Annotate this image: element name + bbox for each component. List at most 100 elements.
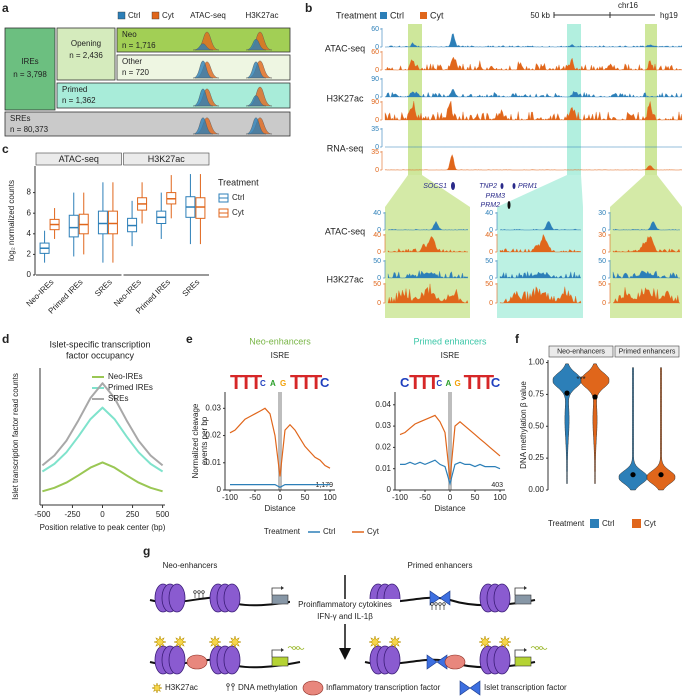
motif-logo: CTTTC A G TTTC (400, 372, 501, 394)
track-tick-label: 40 (485, 210, 493, 217)
y-tick-label: 0.75 (528, 390, 544, 399)
nucleosome (223, 583, 241, 613)
methylation-head (197, 590, 201, 594)
group-box (4, 111, 291, 137)
x-axis-label: Distance (264, 504, 296, 513)
track-tick-label: 0 (375, 144, 379, 151)
group-count: n = 1,362 (62, 96, 96, 105)
gene-box (271, 594, 289, 605)
legend-title: Treatment (336, 10, 377, 20)
logo-letter: T (250, 372, 262, 394)
logo-letter: C (260, 379, 266, 388)
gene-box (514, 594, 532, 605)
y-tick-label: 0.03 (205, 403, 221, 412)
track-label: ATAC-seq (325, 43, 365, 53)
y-tick-label: 8 (27, 188, 32, 197)
gene-glyph (451, 182, 455, 190)
track-tick-label: 0 (377, 300, 381, 307)
track-tick-label: 50 (598, 258, 606, 265)
legend-title: Treatment (264, 527, 301, 536)
group-count: n = 80,373 (10, 125, 49, 134)
track-tick-label: 0 (602, 300, 606, 307)
legend-label: H3K27ac (165, 683, 198, 692)
count-label: 1,179 (315, 482, 333, 489)
gene-label: TNP2 (479, 183, 497, 190)
track-tick-label: 60 (371, 49, 379, 56)
facet-strip (614, 345, 680, 358)
label-background (290, 599, 400, 624)
scale-label: 50 kb (530, 11, 550, 20)
group-box (4, 27, 56, 111)
track-tick-label: 0 (489, 249, 493, 256)
y-tick-label: 2 (27, 250, 32, 259)
y-tick-label: 6 (27, 208, 32, 217)
y-tick-label: 1.00 (528, 358, 544, 367)
facet-label: Neo-enhancers (557, 348, 605, 355)
gene-label: PRM1 (518, 183, 538, 190)
significance-label: *** (576, 375, 585, 384)
track-tick-label: 50 (373, 258, 381, 265)
chart-title: factor occupancy (66, 350, 135, 360)
islet-tf (429, 590, 451, 606)
methylation-head (438, 602, 442, 606)
series-line (229, 407, 331, 477)
track-tick-label: 50 (485, 281, 493, 288)
tss-arrow (514, 587, 525, 595)
y-tick-label: 0.50 (528, 421, 544, 430)
signal-track (384, 56, 683, 71)
track-tick-label: 0 (602, 227, 606, 234)
track-tick-label: 0 (489, 227, 493, 234)
diagram-title: Neo-enhancers (163, 561, 218, 570)
logo-letter: C (491, 375, 501, 390)
track-tick-label: 0 (489, 300, 493, 307)
logo-letter: T (427, 372, 439, 394)
series-line (41, 382, 164, 467)
legend-label: SREs (108, 394, 128, 403)
legend-label: Primed IREs (108, 383, 153, 392)
peak-shape (245, 61, 267, 79)
box (107, 210, 118, 235)
legend-label: Cyt (162, 11, 175, 20)
acetylation-star (388, 635, 402, 649)
acetylation-star (498, 635, 512, 649)
facet-label: H3K27ac (148, 154, 186, 164)
x-tick-label: -50 (249, 493, 261, 502)
logo-letter: A (445, 379, 451, 388)
track-tick-label: 0 (375, 67, 379, 74)
track-tick-label: 35 (371, 149, 379, 156)
series-line (42, 461, 163, 493)
nucleosome (493, 583, 511, 613)
peak-shape (192, 117, 214, 135)
signal-track (499, 233, 582, 253)
logo-letter: T (464, 372, 476, 394)
peak-shape (192, 60, 214, 79)
group-count: n = 3,798 (13, 70, 47, 79)
methylation-head (193, 590, 197, 594)
track-tick-label: 0 (375, 117, 379, 124)
inflammatory-tf (186, 654, 208, 670)
acetylation-star (151, 682, 163, 694)
y-tick-label: 0.02 (205, 431, 221, 440)
violin (618, 367, 648, 491)
legend-label: Cyt (430, 10, 444, 20)
panel-letter: g (143, 544, 150, 558)
tss-arrow (514, 649, 525, 657)
facet-label: ATAC-seq (59, 154, 99, 164)
logo-letter: G (280, 379, 286, 388)
legend-label: Inflammatory transcription factor (326, 683, 441, 692)
x-axis-label: Distance (434, 504, 466, 513)
acetylation-star (208, 635, 222, 649)
logo-letter: C (320, 375, 330, 390)
y-tick-label: 0.02 (375, 443, 391, 452)
peak-shape (245, 95, 267, 107)
logo-letter: T (290, 372, 302, 394)
signal-track (612, 287, 681, 304)
legend-label: DNA methylation (238, 683, 298, 692)
x-tick-label: 50 (301, 493, 310, 502)
logo-letter: T (418, 372, 430, 394)
y-tick-label: 0.03 (375, 421, 391, 430)
plot-title: Neo-enhancers (249, 336, 311, 346)
y-tick-label: 0 (217, 485, 222, 494)
y-tick-label: 0 (27, 270, 32, 279)
track-tick-label: 35 (371, 126, 379, 133)
